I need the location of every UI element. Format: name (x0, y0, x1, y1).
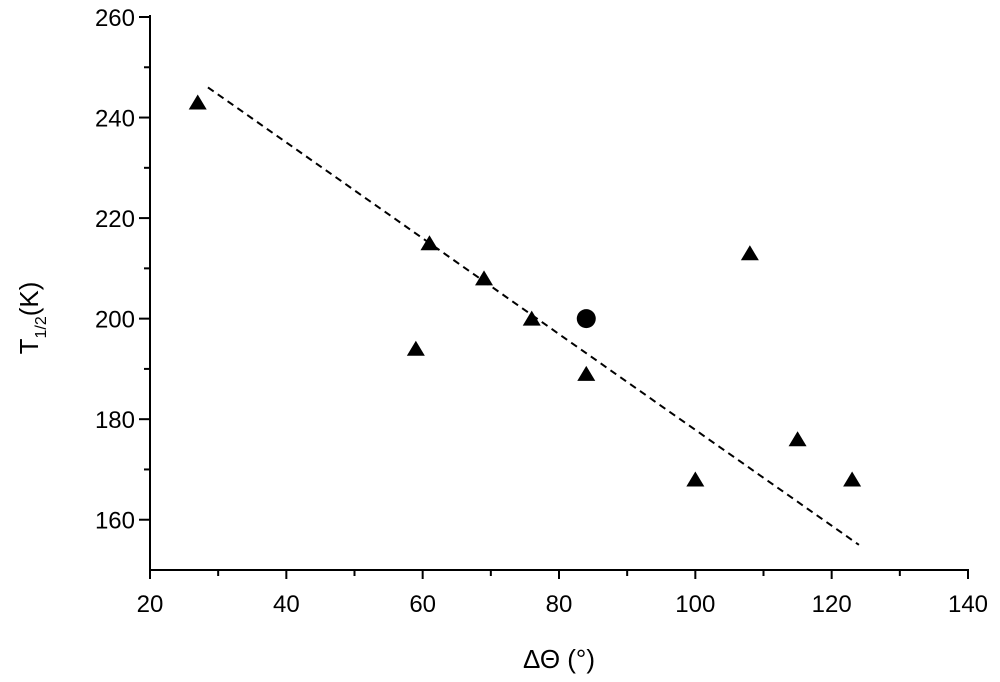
y-axis-title: T1/2(K) (14, 282, 50, 355)
x-tick-label: 80 (546, 591, 573, 618)
axes: 20 40 60 80 100 120 140 160 180 200 220 240 260 (95, 5, 988, 618)
triangle-point (577, 365, 596, 381)
y-tick-label: 260 (95, 5, 135, 32)
y-axis-title-suffix: (K) (14, 282, 44, 317)
triangle-point (740, 245, 759, 261)
x-tick-label: 120 (812, 591, 852, 618)
triangle-point (475, 270, 494, 286)
x-tick-label: 20 (137, 591, 164, 618)
y-tick-label: 240 (95, 106, 135, 133)
triangle-point (406, 340, 425, 356)
y-axis-title-main: T (14, 338, 44, 354)
data-points (188, 94, 862, 487)
y-tick-label: 200 (95, 307, 135, 334)
x-tick-label: 60 (409, 591, 436, 618)
triangle-point (686, 471, 705, 487)
x-axis-title: ΔΘ (°) (523, 644, 595, 674)
triangle-point (188, 94, 207, 110)
y-tick-label: 180 (95, 407, 135, 434)
triangle-point (843, 471, 862, 487)
y-tick-label: 160 (95, 508, 135, 535)
x-tick-label: 40 (273, 591, 300, 618)
triangle-point (420, 235, 439, 251)
triangle-point (522, 310, 541, 326)
x-tick-label: 140 (948, 591, 988, 618)
y-tick-label: 220 (95, 206, 135, 233)
triangle-point (788, 431, 807, 447)
x-tick-label: 100 (675, 591, 715, 618)
y-axis-title-subscript: 1/2 (33, 316, 50, 338)
circle-point (576, 309, 596, 329)
